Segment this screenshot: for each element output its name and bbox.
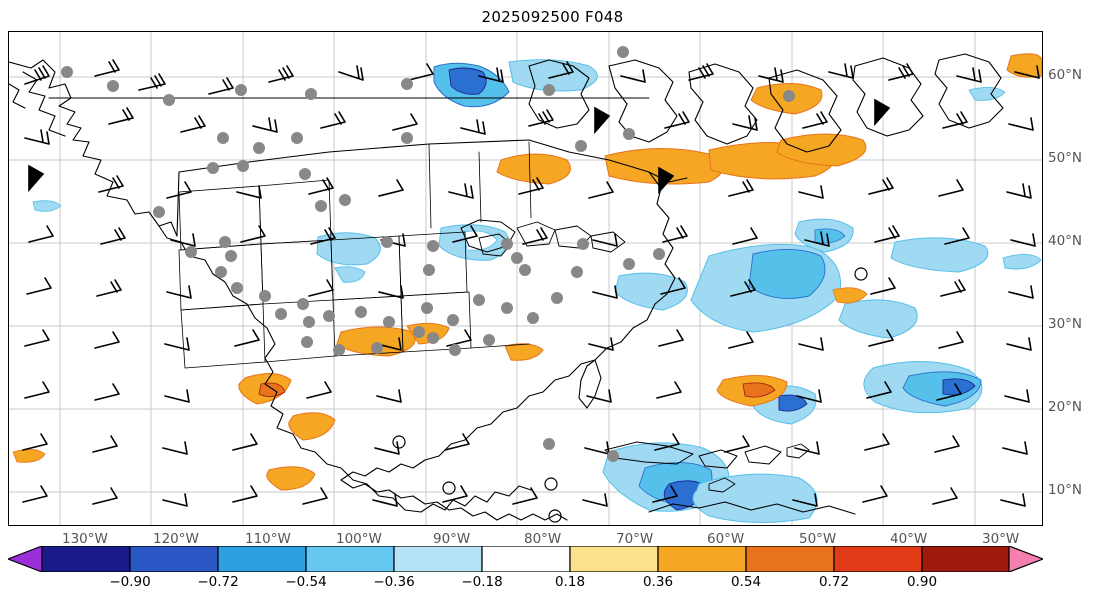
- cbtick-0.54: 0.54: [730, 574, 762, 590]
- xtick-label-90W: 90°W: [433, 531, 471, 547]
- map-plot-area: [8, 31, 1043, 526]
- cbtick--0.54: −0.54: [285, 574, 327, 590]
- map-canvas: [9, 32, 1042, 525]
- cbtick--0.72: −0.72: [197, 574, 239, 590]
- xtick-label-60W: 60°W: [707, 531, 745, 547]
- cbtick--0.18: −0.18: [461, 574, 503, 590]
- xtick-label-80W: 80°W: [524, 531, 562, 547]
- ytick-label-10N: 10°N: [1048, 482, 1083, 498]
- ytick-label-60N: 60°N: [1048, 67, 1083, 83]
- colorbar: [8, 546, 1043, 572]
- chart-title: 2025092500 F048: [481, 8, 624, 26]
- cbtick--0.90: −0.90: [109, 574, 151, 590]
- cbtick-0.72: 0.72: [818, 574, 850, 590]
- ytick-label-40N: 40°N: [1048, 233, 1083, 249]
- ytick-label-30N: 30°N: [1048, 316, 1083, 332]
- wind-barbs: [22, 59, 1040, 507]
- ytick-label-50N: 50°N: [1048, 150, 1083, 166]
- xtick-label-40W: 40°W: [890, 531, 928, 547]
- xtick-label-50W: 50°W: [799, 531, 837, 547]
- cbtick-0.90: 0.90: [906, 574, 938, 590]
- xtick-label-100W: 100°W: [336, 531, 382, 547]
- cbtick--0.36: −0.36: [373, 574, 415, 590]
- cbtick-0.18: 0.18: [554, 574, 586, 590]
- xtick-label-130W: 130°W: [62, 531, 108, 547]
- colorbar-ticks: −0.90 −0.72 −0.54 −0.36 −0.18 0.18 0.36 …: [8, 574, 1043, 594]
- ytick-label-20N: 20°N: [1048, 399, 1083, 415]
- station-dots: [61, 46, 868, 523]
- xtick-label-70W: 70°W: [616, 531, 654, 547]
- xtick-label-110W: 110°W: [245, 531, 291, 547]
- xtick-label-120W: 120°W: [153, 531, 199, 547]
- xtick-label-30W: 30°W: [982, 531, 1020, 547]
- colorbar-svg: [8, 546, 1043, 572]
- cbtick-0.36: 0.36: [642, 574, 674, 590]
